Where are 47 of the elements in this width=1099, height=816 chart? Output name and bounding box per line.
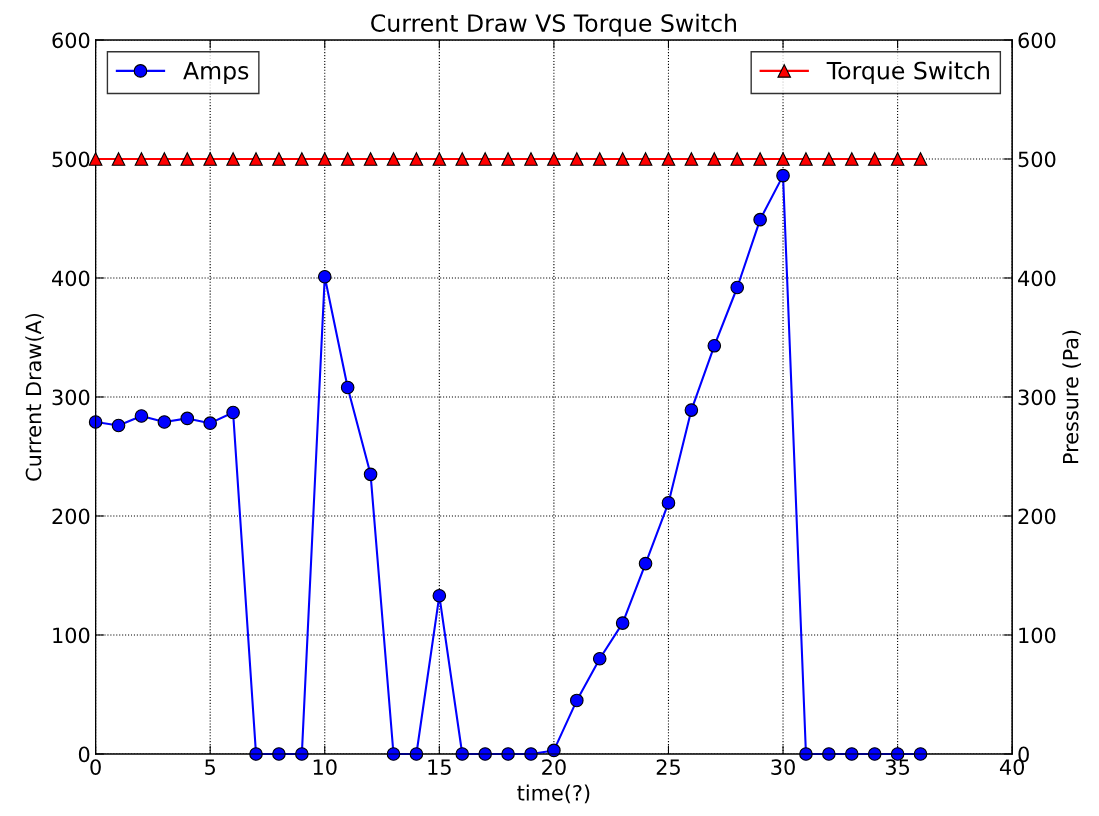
point [730,280,745,295]
y-tick-label: 100 [53,627,90,644]
y2-tick-label: 300 [1018,389,1056,406]
point [776,168,790,183]
point [615,616,630,630]
y-axis-title: Current Draw(A) [25,313,44,481]
point [570,693,584,708]
y2-tick-label: 600 [1018,32,1056,49]
point [226,405,240,420]
x-tick-label: 25 [656,759,680,775]
point [707,339,722,353]
point [592,651,607,666]
x-tick-label: 5 [205,759,215,775]
point [111,418,126,433]
x-tick-label: 20 [542,759,566,775]
chart-title: Current Draw VS Torque Switch [371,13,736,37]
point [134,409,149,423]
y2-tick-label: 500 [1018,151,1056,168]
y2-tick-label: 100 [1019,627,1056,644]
y-tick-label: 400 [52,270,90,287]
point [340,380,355,395]
point [317,269,332,284]
point [432,588,447,603]
point [638,556,653,571]
point [661,496,676,510]
x-tick-label: 15 [428,759,451,775]
x-tick-label: 10 [313,759,337,775]
point [363,467,378,482]
x-tick-label: 35 [885,759,910,775]
legend-label: Torque Switch [826,61,989,85]
y2-tick-label: 400 [1018,270,1056,287]
y-tick-label: 600 [52,32,90,49]
point [180,411,195,426]
x-axis-title: time(?) [517,784,590,804]
legend-label: Amps [183,61,249,85]
point [203,416,217,430]
point [157,415,172,429]
y2-tick-label: 200 [1018,508,1056,525]
point [684,403,699,417]
y-tick-label: 0 [78,746,90,763]
y-tick-label: 300 [52,389,90,406]
point [753,212,767,227]
y-tick-label: 500 [52,151,90,168]
y2-axis-title: Pressure (Pa) [1062,330,1081,464]
x-tick-label: 0 [90,759,101,775]
y-tick-label: 200 [52,508,90,525]
x-tick-label: 30 [771,759,795,775]
